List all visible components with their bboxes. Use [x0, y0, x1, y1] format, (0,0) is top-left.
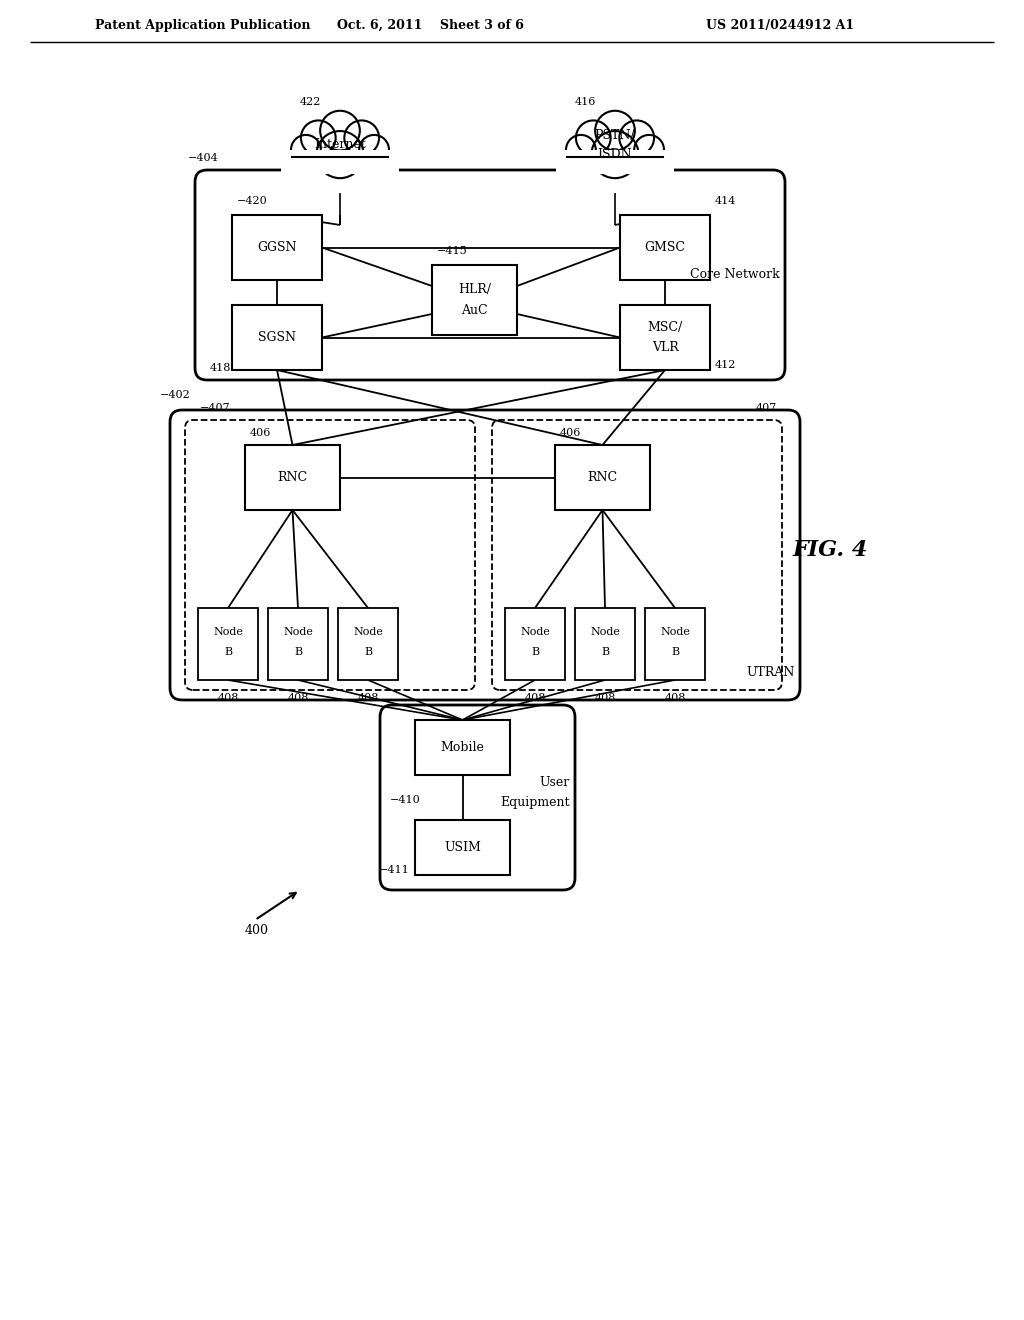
Text: 406: 406 — [560, 428, 582, 438]
Bar — [338, 609, 398, 680]
Circle shape — [301, 120, 336, 156]
Text: 412: 412 — [715, 360, 736, 370]
Text: −402: −402 — [160, 389, 190, 400]
Circle shape — [566, 135, 596, 165]
FancyBboxPatch shape — [380, 705, 575, 890]
Text: SGSN: SGSN — [258, 331, 296, 345]
Text: 408: 408 — [524, 693, 546, 704]
Circle shape — [321, 111, 359, 150]
Text: Node: Node — [660, 627, 690, 638]
Text: 407: 407 — [756, 403, 777, 413]
Bar — [415, 719, 510, 775]
Text: 406: 406 — [250, 428, 271, 438]
Text: Mobile: Mobile — [440, 741, 484, 754]
Bar — [432, 265, 517, 335]
Text: USIM: USIM — [444, 841, 481, 854]
Circle shape — [575, 120, 610, 156]
Bar — [575, 609, 635, 680]
Text: User: User — [540, 776, 570, 789]
Text: −407: −407 — [200, 403, 230, 413]
Text: 408: 408 — [288, 693, 308, 704]
FancyBboxPatch shape — [195, 170, 785, 380]
FancyBboxPatch shape — [170, 411, 800, 700]
Text: US 2011/0244912 A1: US 2011/0244912 A1 — [706, 18, 854, 32]
FancyBboxPatch shape — [492, 420, 782, 690]
Bar — [555, 445, 650, 510]
Text: GGSN: GGSN — [257, 242, 297, 253]
FancyBboxPatch shape — [185, 420, 475, 690]
Bar — [282, 149, 399, 174]
Text: PSTN/: PSTN/ — [595, 128, 635, 141]
Text: Node: Node — [590, 627, 620, 638]
Circle shape — [344, 120, 379, 156]
Text: MSC/: MSC/ — [647, 321, 683, 334]
Circle shape — [291, 135, 321, 165]
Text: RNC: RNC — [588, 471, 617, 484]
Text: 400: 400 — [245, 924, 269, 936]
Bar — [620, 215, 710, 280]
Text: Node: Node — [353, 627, 383, 638]
Bar — [620, 305, 710, 370]
Text: B: B — [294, 647, 302, 657]
Text: HLR/: HLR/ — [458, 284, 490, 297]
Text: B: B — [601, 647, 609, 657]
Text: ISDN: ISDN — [598, 149, 632, 161]
Text: AuC: AuC — [461, 304, 487, 317]
Text: 408: 408 — [357, 693, 379, 704]
Text: 408: 408 — [217, 693, 239, 704]
Bar — [645, 609, 705, 680]
Text: −420: −420 — [237, 195, 267, 206]
Text: B: B — [364, 647, 372, 657]
Text: UTRAN: UTRAN — [746, 665, 795, 678]
Bar — [415, 820, 510, 875]
Circle shape — [620, 120, 654, 156]
Text: 422: 422 — [300, 96, 322, 107]
Text: Internet: Internet — [314, 139, 366, 152]
Text: 408: 408 — [594, 693, 615, 704]
Bar — [198, 609, 258, 680]
Bar — [268, 609, 328, 680]
Text: 414: 414 — [715, 195, 736, 206]
Bar — [245, 445, 340, 510]
Bar — [232, 215, 322, 280]
Text: −410: −410 — [390, 795, 421, 805]
Text: 418: 418 — [210, 363, 231, 374]
Text: −411: −411 — [379, 865, 410, 875]
Text: B: B — [671, 647, 679, 657]
Circle shape — [359, 135, 389, 165]
Text: Node: Node — [520, 627, 550, 638]
Text: Node: Node — [283, 627, 313, 638]
Text: Core Network: Core Network — [690, 268, 780, 281]
Circle shape — [592, 131, 639, 178]
Circle shape — [634, 135, 664, 165]
Text: B: B — [224, 647, 232, 657]
Text: GMSC: GMSC — [644, 242, 685, 253]
Bar — [556, 149, 674, 174]
Text: RNC: RNC — [278, 471, 307, 484]
Text: −415: −415 — [437, 246, 468, 256]
Text: VLR: VLR — [651, 341, 678, 354]
Text: FIG. 4: FIG. 4 — [793, 539, 867, 561]
Text: B: B — [530, 647, 539, 657]
Circle shape — [316, 131, 364, 178]
Circle shape — [595, 111, 635, 150]
Bar — [232, 305, 322, 370]
Text: Node: Node — [213, 627, 243, 638]
Text: Oct. 6, 2011    Sheet 3 of 6: Oct. 6, 2011 Sheet 3 of 6 — [337, 18, 523, 32]
Text: 408: 408 — [665, 693, 686, 704]
Bar — [505, 609, 565, 680]
Text: Patent Application Publication: Patent Application Publication — [95, 18, 310, 32]
Text: 416: 416 — [575, 96, 596, 107]
Text: −404: −404 — [188, 153, 219, 162]
Text: Equipment: Equipment — [501, 796, 570, 809]
